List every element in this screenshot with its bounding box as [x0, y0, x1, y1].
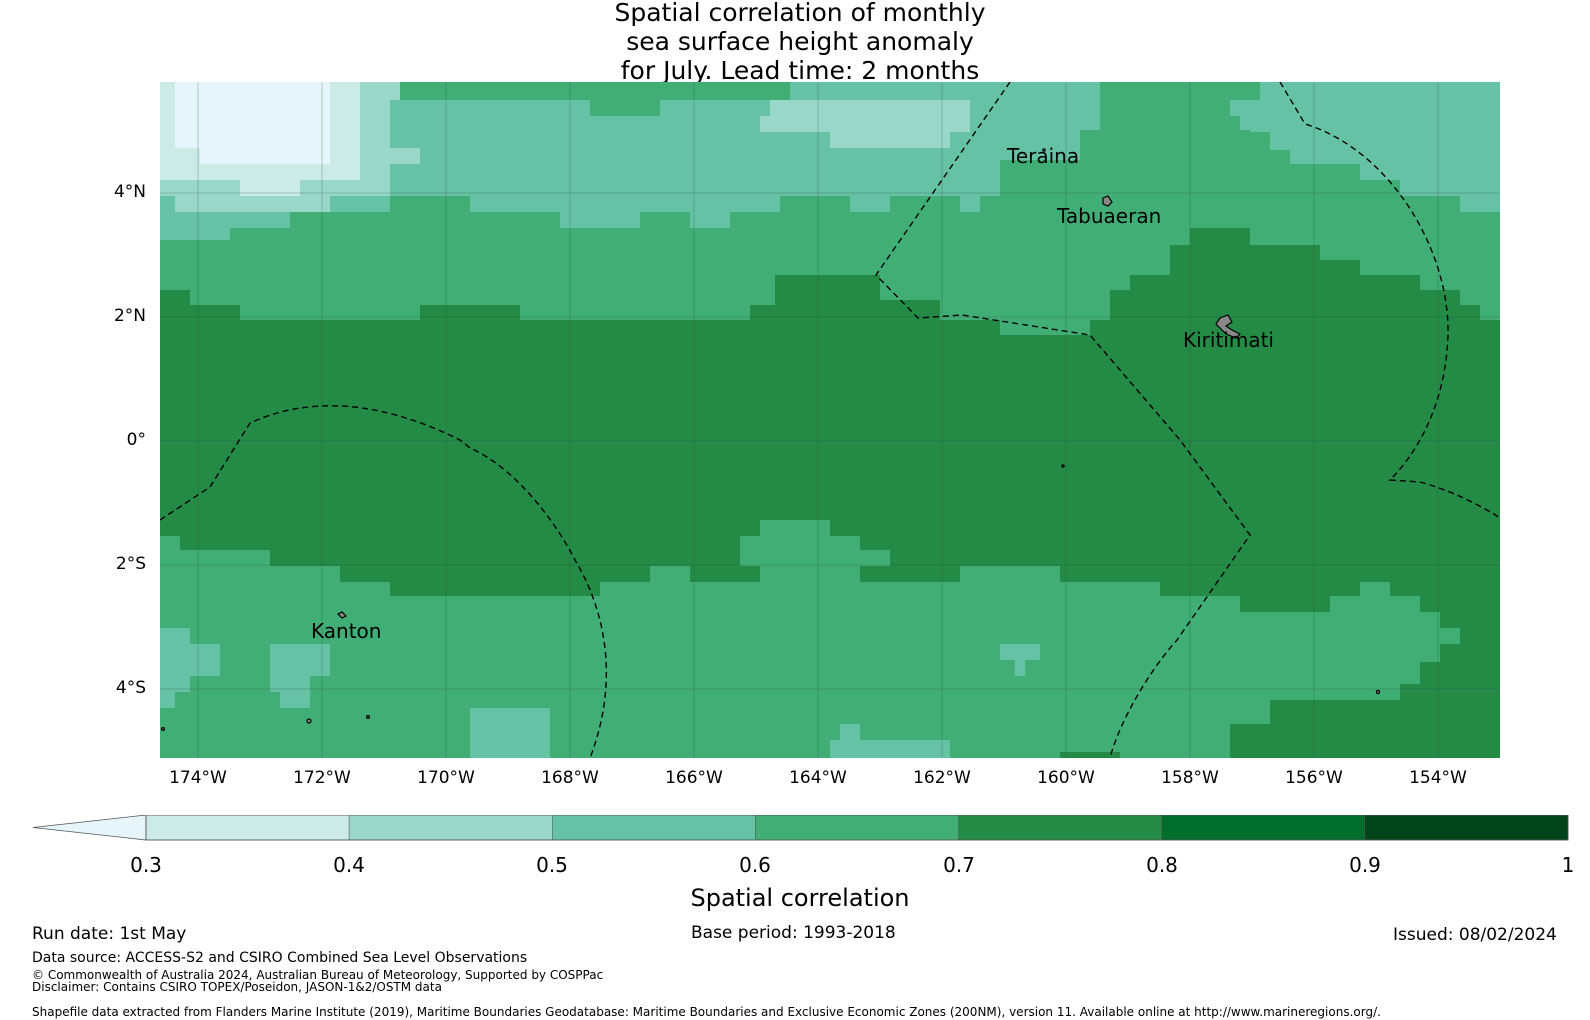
title-line-2: sea surface height anomaly: [626, 27, 974, 56]
colorbar-tick-1: 1: [1561, 853, 1575, 877]
graticule: [160, 82, 1500, 758]
lon-label-170w: 170°W: [417, 768, 475, 788]
lon-label-168w: 168°W: [541, 768, 599, 788]
eez-boundary-east: [1279, 82, 1500, 519]
place-label-kiritimati: Kiritimati: [1183, 328, 1274, 352]
lat-label-4s: 4°S: [115, 678, 146, 698]
colorbar-extend-triangle: [32, 815, 147, 841]
lon-label-162w: 162°W: [913, 768, 971, 788]
colorbar-tick-0.7: 0.7: [943, 853, 975, 877]
island-tabuaeran: [1102, 195, 1113, 207]
lat-label-4n: 4°N: [113, 182, 146, 202]
island-teraina: [1042, 148, 1046, 152]
lon-label-164w: 164°W: [789, 768, 847, 788]
island-edge: [161, 726, 166, 731]
lon-label-166w: 166°W: [665, 768, 723, 788]
colorbar-segment-0.3: [145, 815, 350, 841]
colorbar-tick-0.5: 0.5: [536, 853, 568, 877]
colorbar-segment-0.6: [755, 815, 959, 841]
field-0.7-equatorial: [160, 228, 1500, 758]
field-lowest-northwest: [175, 82, 330, 164]
colorbar-outline: [145, 815, 1569, 841]
run-date: Run date: 1st May: [32, 924, 187, 944]
lat-label-0: 0°: [126, 430, 146, 450]
eez-boundary-phoenix: [160, 405, 608, 758]
lat-label-2n: 2°N: [113, 306, 146, 326]
issued-date: Issued: 08/02/2024: [1393, 925, 1557, 945]
colorbar-segment-0.7: [958, 815, 1162, 841]
place-label-teraina: Teraina: [1007, 144, 1080, 168]
field-0.5-north: [160, 82, 1500, 240]
lon-label-174w: 174°W: [169, 768, 227, 788]
island-jarvis: [1061, 464, 1065, 468]
shapefile-credit: Shapefile data extracted from Flanders M…: [32, 1005, 1381, 1019]
data-source: Data source: ACCESS-S2 and CSIRO Combine…: [32, 950, 528, 966]
colorbar-label: Spatial correlation: [690, 884, 910, 912]
island-kanton: [336, 611, 348, 619]
field-0.6-topright: [1100, 82, 1270, 180]
colorbar-tick-0.6: 0.6: [739, 853, 771, 877]
field-0.4-northcentral: [760, 100, 970, 148]
colorbar-segment-0.9: [1364, 815, 1569, 841]
colorbar-segment-0.4: [348, 815, 553, 841]
field-0.5-south: [470, 708, 550, 758]
correlation-map: [160, 82, 1500, 758]
title-line-3: for July. Lead time: 2 months: [620, 56, 980, 85]
islands: [161, 148, 1381, 731]
colorbar-segment-0.5: [552, 815, 756, 841]
place-label-kanton: Kanton: [311, 619, 382, 643]
island-south-2: [366, 714, 371, 719]
title-line-1: Spatial correlation of monthly: [614, 0, 986, 27]
eez-boundaries: [160, 82, 1500, 758]
island-south-1: [306, 718, 312, 724]
colorbar-segment-0.8: [1161, 815, 1366, 841]
colorbar-tick-0.4: 0.4: [333, 853, 365, 877]
copyright: © Commonwealth of Australia 2024, Austra…: [32, 968, 604, 982]
field-0.6-notch: [740, 520, 890, 566]
eez-boundary-line-islands: [875, 82, 1251, 758]
field-0.6-topstrip: [400, 82, 790, 116]
lon-label-158w: 158°W: [1161, 768, 1219, 788]
disclaimer: Disclaimer: Contains CSIRO TOPEX/Poseido…: [32, 980, 442, 994]
base-period: Base period: 1993-2018: [691, 923, 896, 943]
colorbar: [32, 815, 1569, 841]
lat-label-2s: 2°S: [115, 554, 146, 574]
field-0.5-islet: [1000, 644, 1040, 676]
lon-label-156w: 156°W: [1285, 768, 1343, 788]
colorbar-tick-0.8: 0.8: [1146, 853, 1178, 877]
lon-label-160w: 160°W: [1037, 768, 1095, 788]
field-0.5-kanton: [270, 644, 330, 708]
lon-label-172w: 172°W: [293, 768, 351, 788]
island-kiritimati: [1215, 314, 1242, 339]
field-0.7-southpatch: [1060, 752, 1120, 758]
place-label-tabuaeran: Tabuaeran: [1057, 204, 1162, 228]
lon-label-154w: 154°W: [1409, 768, 1467, 788]
field-0.5-southwest: [160, 628, 220, 708]
colorbar-tick-0.3: 0.3: [130, 853, 162, 877]
field-0.5-southcentral: [830, 724, 950, 758]
colorbar-tick-0.9: 0.9: [1349, 853, 1381, 877]
island-east: [1375, 689, 1381, 695]
